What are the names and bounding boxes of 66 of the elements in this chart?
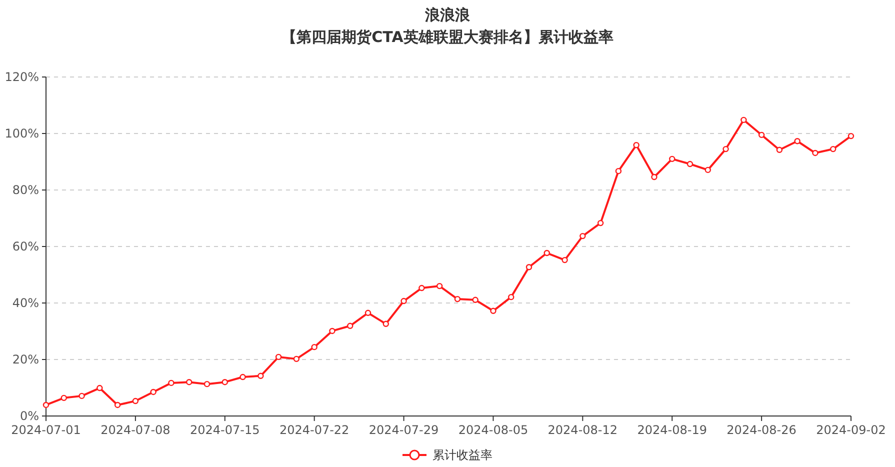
y-tick-label: 120% <box>4 70 39 84</box>
chart-title: 浪浪浪 <box>424 6 471 24</box>
point <box>686 160 694 168</box>
point <box>508 294 514 300</box>
x-tick-label: 2024-07-01 <box>11 423 81 437</box>
point <box>311 344 318 350</box>
point <box>722 146 729 152</box>
point <box>275 354 282 360</box>
x-tick-label: 2024-08-12 <box>548 423 618 437</box>
point <box>526 264 532 270</box>
point <box>740 116 747 124</box>
point <box>204 380 210 388</box>
point <box>597 220 604 226</box>
point <box>830 146 836 152</box>
point <box>78 392 85 400</box>
point <box>562 256 568 264</box>
y-tick-label: 40% <box>12 296 39 310</box>
point <box>544 250 550 256</box>
point <box>580 232 586 240</box>
x-tick-label: 2024-07-08 <box>100 423 170 437</box>
point <box>812 150 818 156</box>
point <box>758 132 765 138</box>
point <box>222 379 228 386</box>
y-tick-label: 0% <box>20 409 39 424</box>
point <box>418 284 425 292</box>
point <box>42 402 50 408</box>
point <box>472 296 478 303</box>
point <box>168 380 174 386</box>
point <box>454 296 461 302</box>
point <box>293 356 300 362</box>
point <box>848 132 854 140</box>
point <box>400 298 407 304</box>
x-tick-label: 2024-07-22 <box>279 423 350 437</box>
chart-subtitle: 【第四届期货CTA英雄联盟大赛排名】累计收益率 <box>282 28 614 46</box>
point <box>704 166 711 174</box>
point <box>186 379 192 386</box>
x-tick-label: 2024-07-15 <box>190 423 260 437</box>
point <box>96 384 103 392</box>
point <box>258 372 264 379</box>
y-tick-label: 80% <box>12 183 39 198</box>
point <box>776 146 783 153</box>
point <box>150 388 156 396</box>
point <box>669 156 676 162</box>
point <box>60 394 67 402</box>
point <box>794 138 800 144</box>
point <box>633 142 640 148</box>
point <box>615 168 622 174</box>
point <box>651 174 658 180</box>
point <box>490 308 496 314</box>
point <box>329 328 336 334</box>
point <box>114 402 121 408</box>
point <box>364 310 372 316</box>
x-tick-label: 2024-08-19 <box>637 423 707 437</box>
point <box>436 282 443 290</box>
point <box>347 322 354 329</box>
x-tick-label: 2024-08-26 <box>726 423 796 437</box>
x-tick-label: 2024-07-29 <box>368 423 439 437</box>
y-tick-label: 100% <box>4 126 39 141</box>
point <box>382 320 389 328</box>
x-tick-label: 2024-09-02 <box>816 423 886 437</box>
y-tick-label: 20% <box>12 352 39 367</box>
y-tick-label: 60% <box>12 240 39 254</box>
legend-label: 累计收益率 <box>432 448 492 462</box>
point <box>132 398 139 404</box>
point <box>240 374 246 380</box>
x-tick-label: 2024-08-05 <box>458 423 528 437</box>
